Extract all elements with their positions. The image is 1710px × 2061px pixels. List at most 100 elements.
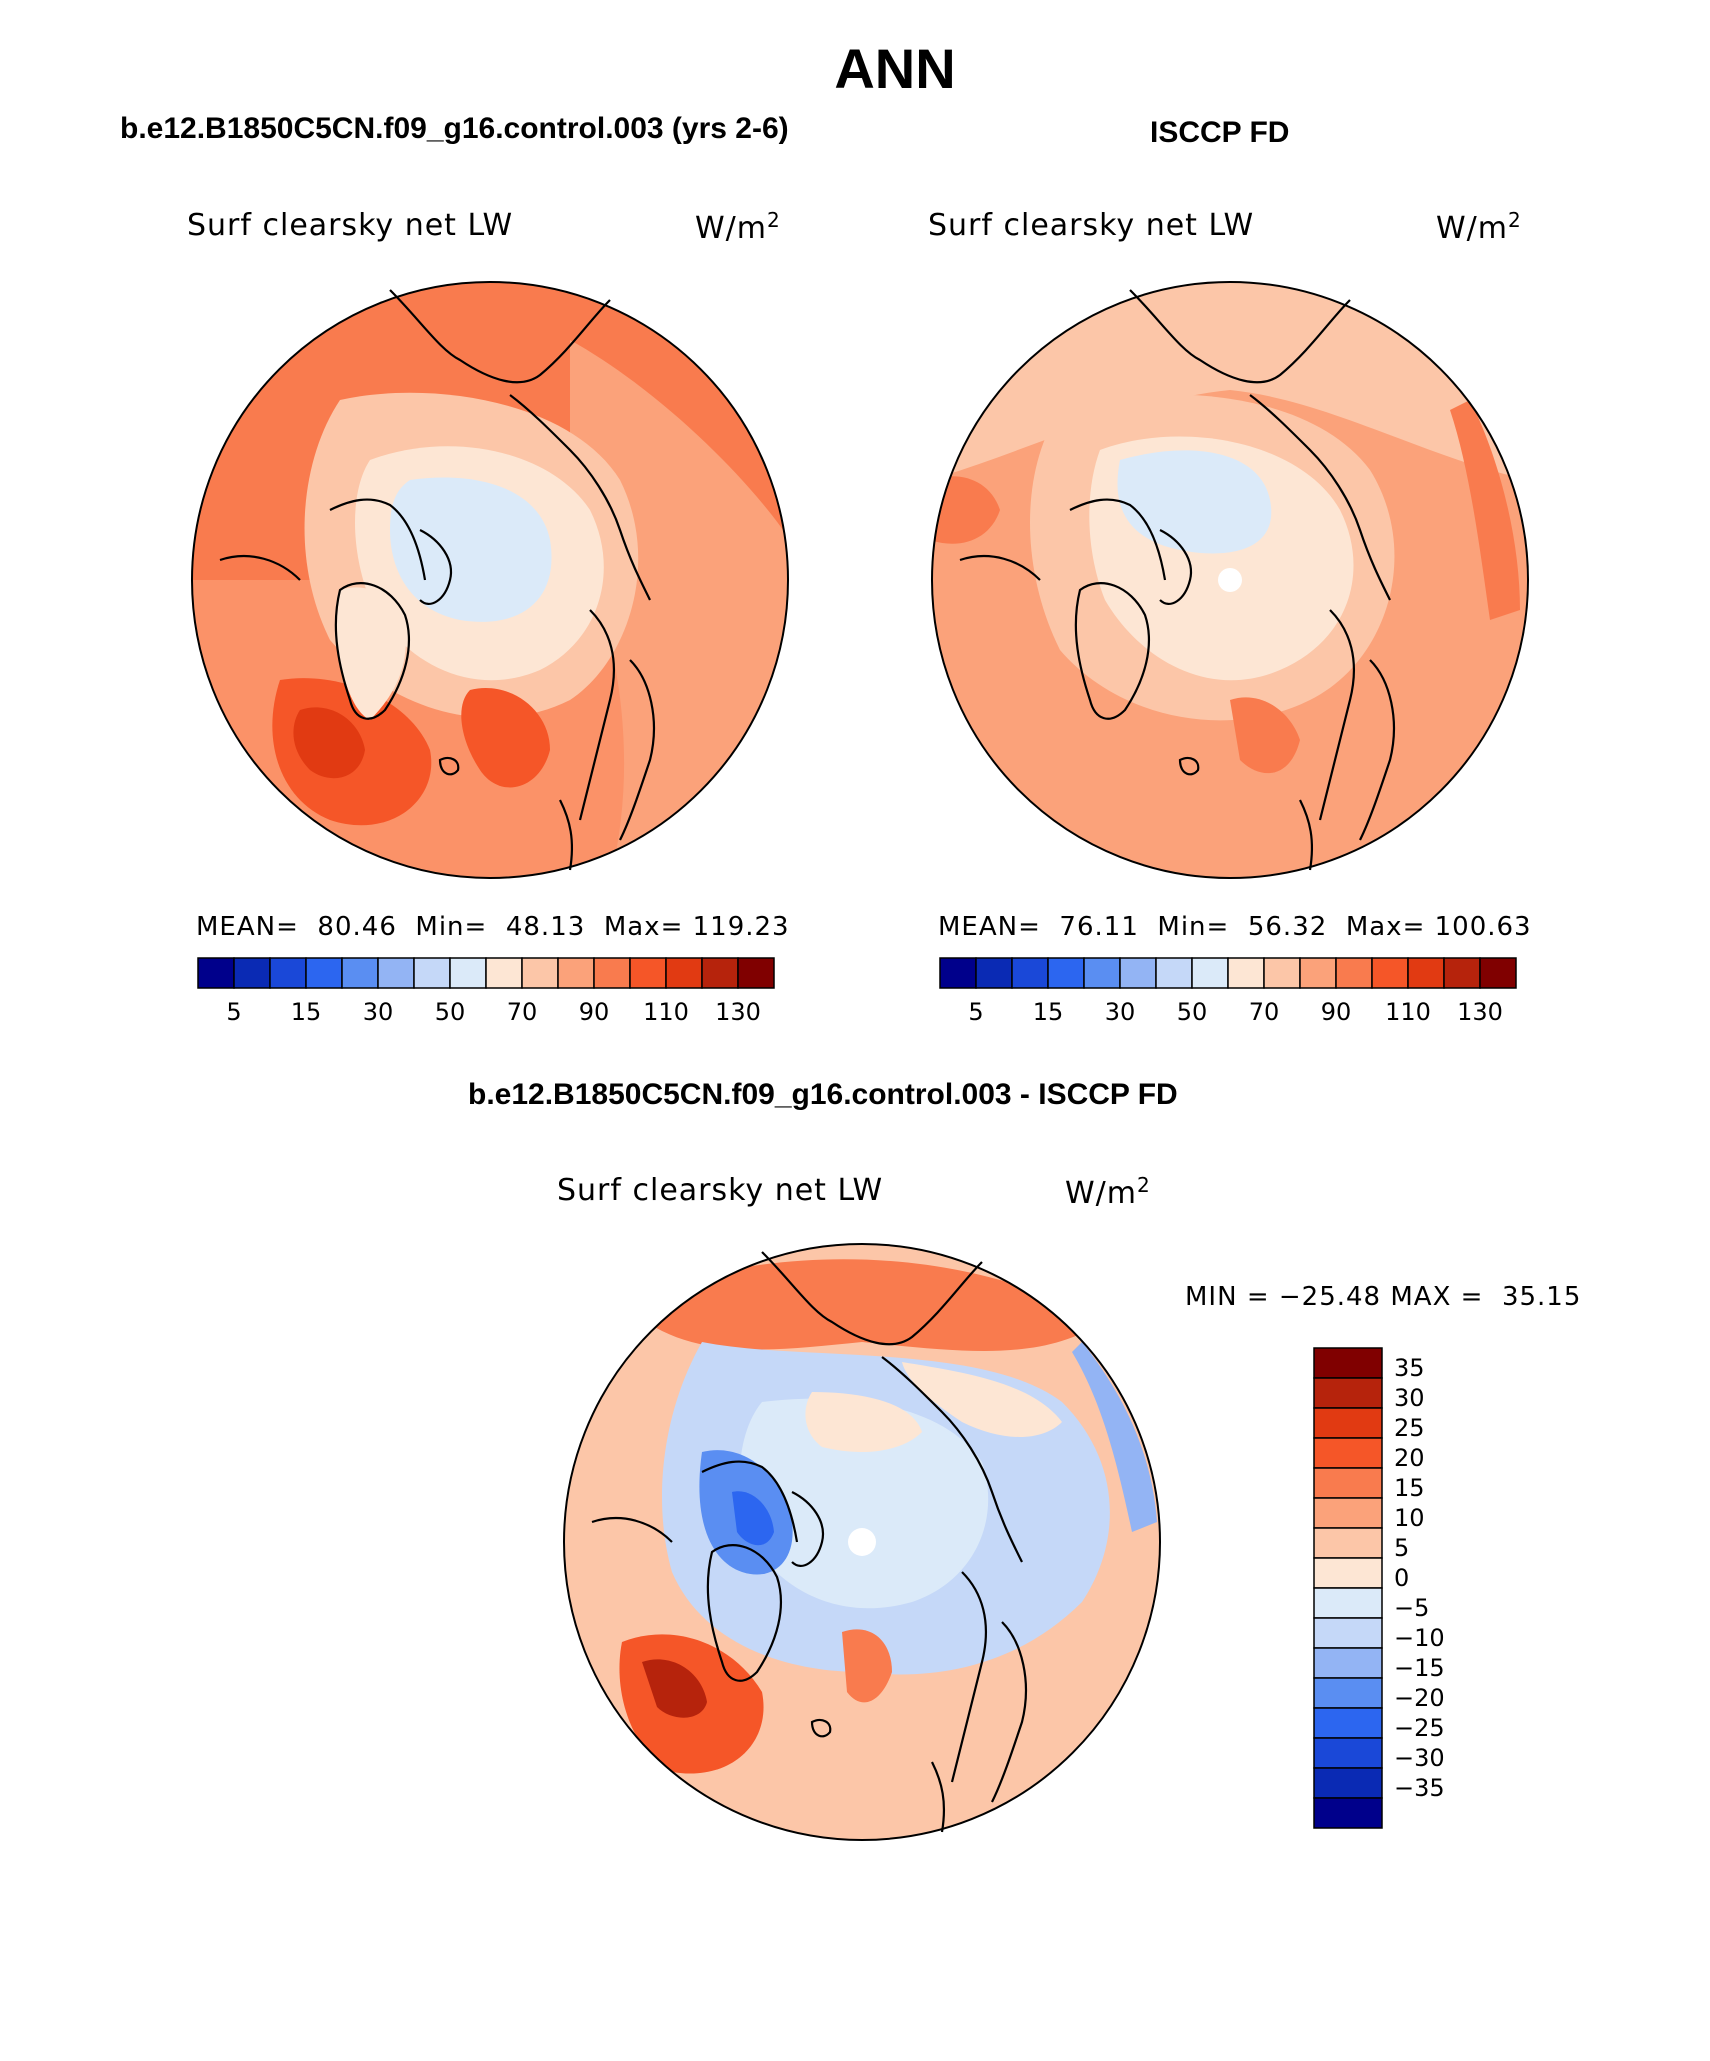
units-exponent: 2 [767, 208, 781, 232]
colorbar-tick-label: 15 [291, 998, 322, 1026]
colorbar-swatch [701, 957, 739, 989]
colorbar-swatch [1083, 957, 1121, 989]
min-label: Min= [1157, 912, 1230, 942]
colorbar-tick-label: 30 [1394, 1384, 1425, 1412]
colorbar-swatch [1047, 957, 1085, 989]
coastlines [219, 289, 656, 871]
colorbar-swatch [629, 957, 667, 989]
colorbar-tick-label: −20 [1394, 1684, 1445, 1712]
colorbar-swatch [1313, 1707, 1383, 1739]
colorbar-swatch [341, 957, 379, 989]
colorbar-swatch [665, 957, 703, 989]
max-value: 100.63 [1434, 912, 1532, 942]
min-value: 56.32 [1247, 912, 1328, 942]
colorbar-tick-label: 20 [1394, 1444, 1425, 1472]
panel-2-variable-label: Surf clearsky net LW [928, 208, 1255, 243]
colorbar-swatch [1313, 1617, 1383, 1649]
diff-minmax: MIN = −25.48 MAX = 35.15 [1185, 1282, 1582, 1312]
mean-label: MEAN= [938, 912, 1041, 942]
colorbar-tick-label: −25 [1394, 1714, 1445, 1742]
colorbar-swatch [1313, 1497, 1383, 1529]
colorbar-swatch [737, 957, 775, 989]
colorbar-swatch [1313, 1737, 1383, 1769]
colorbar-swatch [233, 957, 271, 989]
colorbar-tick-label: 15 [1033, 998, 1064, 1026]
map-boundary [931, 281, 1529, 879]
colorbar-swatch [1011, 957, 1049, 989]
colorbar-tick-label: 10 [1394, 1504, 1425, 1532]
panel-1-variable-label: Surf clearsky net LW [187, 208, 514, 243]
max-value: 119.23 [692, 912, 790, 942]
region-arctic-warm [805, 1392, 922, 1452]
colorbar-swatch [1313, 1437, 1383, 1469]
colorbar-tick-label: 110 [643, 998, 689, 1026]
greenland [335, 587, 406, 720]
pole-hole [1218, 568, 1242, 592]
colorbar-swatch [449, 957, 487, 989]
colorbar-tick-label: 90 [579, 998, 610, 1026]
panel-1-units: W/m2 [695, 208, 781, 246]
colorbar-tick-label: 130 [1457, 998, 1503, 1026]
map-boundary [563, 1243, 1161, 1841]
colorbar-swatch [305, 957, 343, 989]
colorbar-tick-label: −5 [1394, 1594, 1429, 1622]
colorbar-tick-label: −30 [1394, 1744, 1445, 1772]
colorbar-swatch [1313, 1407, 1383, 1439]
colorbar-obs: 5 15 30 50 70 90 110 130 [939, 957, 1517, 1026]
diff-units: W/m2 [1065, 1173, 1151, 1211]
colorbar-swatch [1313, 1557, 1383, 1589]
colorbar-swatch [1479, 957, 1517, 989]
region-pacific-east [1450, 400, 1520, 620]
region-sea-ice [1117, 450, 1272, 554]
colorbar-swatch [939, 957, 977, 989]
diff-variable-label: Surf clearsky net LW [557, 1173, 884, 1208]
colorbar-swatch [1313, 1527, 1383, 1559]
map-boundary [191, 281, 789, 879]
colorbar-swatch [1313, 1467, 1383, 1499]
colorbar-swatch [197, 957, 235, 989]
region-pacific-warm [622, 1259, 1102, 1351]
colorbar-swatch [1313, 1377, 1383, 1409]
colorbar-swatch [557, 957, 595, 989]
colorbar-swatch [1313, 1677, 1383, 1709]
units-base: W/m [1065, 1176, 1137, 1211]
max-label: Max= [1345, 912, 1426, 942]
units-exponent: 2 [1508, 208, 1522, 232]
colorbar-tick-label: −35 [1394, 1774, 1445, 1802]
colorbar-tick-label: 5 [968, 998, 983, 1026]
colorbar-swatch [1443, 957, 1481, 989]
panel-2-stats: MEAN= 76.11 Min= 56.32 Max= 100.63 [938, 912, 1532, 942]
min-label: Min= [415, 912, 488, 942]
colorbar-swatch [1313, 1797, 1383, 1829]
colorbar-swatch [1313, 1647, 1383, 1679]
region-barents-sea [461, 688, 550, 788]
colorbar-swatch [413, 957, 451, 989]
panel-2-units: W/m2 [1436, 208, 1522, 246]
colorbar-swatch [1227, 957, 1265, 989]
colorbar-tick-label: 30 [1105, 998, 1136, 1026]
units-base: W/m [1436, 211, 1508, 246]
map-model [191, 281, 789, 879]
colorbar-tick-label: −10 [1394, 1624, 1445, 1652]
mean-value: 80.46 [317, 912, 397, 942]
colorbar-swatch [1371, 957, 1409, 989]
panel-1-case-title: b.e12.B1850C5CN.f09_g16.control.003 (yrs… [120, 112, 789, 145]
colorbar-tick-label: 90 [1321, 998, 1352, 1026]
colorbar-swatch [1119, 957, 1157, 989]
colorbar-tick-label: 50 [1177, 998, 1208, 1026]
colorbar-tick-label: 50 [435, 998, 466, 1026]
pole-hole [848, 1528, 876, 1556]
coastlines [591, 1251, 1028, 1833]
colorbar-tick-label: 5 [1394, 1534, 1409, 1562]
colorbar-swatch [975, 957, 1013, 989]
colorbar-swatch [1313, 1347, 1383, 1379]
units-base: W/m [695, 211, 767, 246]
map-obs [931, 281, 1529, 879]
colorbar-tick-label: −15 [1394, 1654, 1445, 1682]
colorbar-tick-label: 15 [1394, 1474, 1425, 1502]
colorbar-swatch [593, 957, 631, 989]
colorbar-tick-label: 35 [1394, 1354, 1425, 1382]
colorbar-swatch [377, 957, 415, 989]
colorbar-swatch [1313, 1767, 1383, 1799]
